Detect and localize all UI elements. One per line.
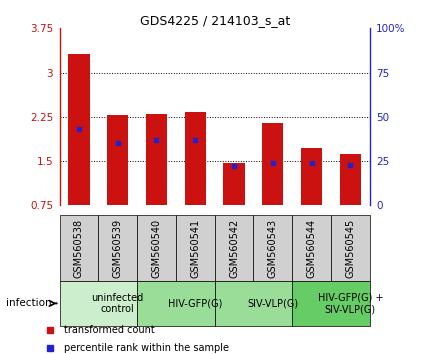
Text: infection: infection	[6, 298, 52, 308]
Bar	[107, 115, 128, 205]
Text: GSM560544: GSM560544	[306, 218, 317, 278]
Bar	[224, 163, 245, 205]
Bar	[68, 54, 90, 205]
Text: GSM560541: GSM560541	[190, 218, 200, 278]
Text: transformed count: transformed count	[64, 325, 155, 335]
Bar	[253, 215, 292, 281]
Text: HIV-GFP(G) +
SIV-VLP(G): HIV-GFP(G) + SIV-VLP(G)	[317, 293, 383, 314]
Title: GDS4225 / 214103_s_at: GDS4225 / 214103_s_at	[139, 14, 290, 27]
Bar	[292, 281, 370, 326]
Bar	[146, 114, 167, 205]
Bar	[60, 215, 98, 281]
Bar	[262, 123, 283, 205]
Text: GSM560540: GSM560540	[151, 218, 162, 278]
Text: GSM560542: GSM560542	[229, 218, 239, 278]
Bar	[184, 112, 206, 205]
Text: GSM560545: GSM560545	[346, 218, 355, 278]
Text: percentile rank within the sample: percentile rank within the sample	[64, 343, 229, 353]
Bar	[98, 215, 137, 281]
Bar	[215, 215, 253, 281]
Bar	[60, 281, 137, 326]
Bar	[176, 215, 215, 281]
Bar	[340, 154, 361, 205]
Text: GSM560538: GSM560538	[74, 218, 84, 278]
Bar	[215, 281, 292, 326]
Bar	[137, 215, 176, 281]
Bar	[292, 215, 331, 281]
Text: HIV-GFP(G): HIV-GFP(G)	[168, 298, 222, 308]
Text: SIV-VLP(G): SIV-VLP(G)	[247, 298, 298, 308]
Text: GSM560543: GSM560543	[268, 218, 278, 278]
Text: uninfected
control: uninfected control	[91, 293, 144, 314]
Text: GSM560539: GSM560539	[113, 218, 123, 278]
Bar	[331, 215, 370, 281]
Bar	[137, 281, 215, 326]
Bar	[301, 148, 322, 205]
